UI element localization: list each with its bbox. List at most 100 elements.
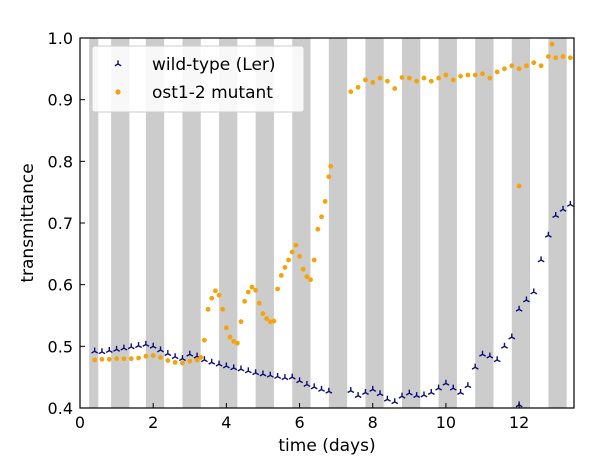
point-wildtype-13 — [186, 350, 194, 357]
point-ost1-19 — [212, 288, 218, 294]
point-wildtype-43 — [420, 391, 428, 398]
x-tick-label-3: 6 — [294, 413, 304, 432]
point-wildtype-33 — [347, 387, 355, 394]
point-ost1-55 — [370, 80, 376, 85]
point-ost1-58 — [392, 86, 398, 91]
dark-period-9 — [402, 38, 421, 408]
point-ost1-12 — [180, 360, 185, 366]
point-wildtype-8 — [149, 342, 157, 349]
point-wildtype-57 — [522, 296, 530, 303]
legend: wild-type (Ler) ost1-2 mutant — [91, 45, 305, 113]
x-tick-label-5: 10 — [436, 413, 456, 432]
point-ost1-1 — [99, 356, 105, 362]
point-ost1-75 — [516, 66, 522, 72]
dark-period-3 — [182, 38, 201, 408]
point-ost1-82 — [567, 55, 573, 61]
axis-ticks: 0 2 4 6 8 10 12 0.4 0.5 0.6 0.7 0.8 0.9 1.0 — [48, 29, 530, 432]
legend-dot-marker — [115, 89, 121, 95]
point-ost1-50 — [326, 174, 332, 180]
y-tick-label-1: 0.5 — [48, 337, 73, 356]
point-ost1-36 — [275, 286, 280, 292]
point-ost1-20 — [216, 292, 222, 298]
point-ost1-30 — [253, 287, 259, 293]
point-wildtype-22 — [252, 369, 260, 376]
point-ost1-18 — [209, 295, 215, 301]
point-ost1-65 — [443, 72, 449, 78]
point-ost1-42 — [297, 253, 302, 259]
point-ost1-21 — [220, 306, 226, 312]
point-wildtype-10 — [164, 350, 172, 357]
point-ost1-14 — [194, 357, 200, 363]
dark-period-0 — [89, 38, 99, 408]
point-wildtype-41 — [405, 389, 413, 396]
point-ost1-26 — [238, 319, 244, 325]
point-ost1-81 — [560, 54, 566, 59]
point-ost1-3 — [114, 356, 119, 362]
point-wildtype-24 — [266, 371, 274, 378]
point-wildtype-4 — [120, 344, 128, 351]
x-tick-label-0: 0 — [75, 413, 85, 432]
dark-period-11 — [475, 38, 494, 408]
point-wildtype-9 — [157, 346, 164, 353]
point-wildtype-2 — [105, 347, 113, 354]
point-wildtype-11 — [171, 353, 179, 360]
point-ost1-74 — [509, 63, 515, 69]
point-wildtype-28 — [296, 377, 304, 384]
point-wildtype-39 — [391, 398, 399, 405]
point-wildtype-45 — [435, 384, 443, 391]
point-ost1-49 — [322, 199, 328, 204]
point-ost1-52 — [348, 89, 354, 95]
point-wildtype-17 — [215, 360, 223, 367]
x-tick-label-6: 12 — [509, 413, 529, 432]
point-wildtype-48 — [457, 388, 465, 395]
point-ost1-84 — [549, 41, 555, 47]
point-wildtype-36 — [369, 385, 377, 392]
point-ost1-43 — [300, 266, 306, 272]
point-ost1-68 — [465, 72, 471, 78]
point-wildtype-59 — [537, 256, 545, 263]
point-wildtype-62 — [559, 205, 567, 212]
point-ost1-4 — [121, 356, 127, 362]
y-tick-label-0: 0.4 — [48, 399, 73, 418]
dark-period-7 — [328, 38, 348, 408]
point-ost1-8 — [150, 353, 156, 358]
point-wildtype-37 — [376, 390, 384, 397]
point-ost1-44 — [304, 274, 310, 280]
point-ost1-17 — [205, 306, 211, 312]
point-wildtype-52 — [486, 352, 494, 359]
point-wildtype-6 — [135, 342, 143, 349]
point-ost1-54 — [363, 77, 368, 83]
point-ost1-78 — [538, 63, 544, 69]
point-ost1-53 — [355, 84, 361, 90]
point-wildtype-42 — [413, 392, 421, 399]
point-ost1-29 — [249, 284, 255, 290]
point-ost1-66 — [450, 77, 456, 83]
point-wildtype-26 — [281, 374, 289, 381]
point-ost1-63 — [428, 78, 434, 84]
point-wildtype-1 — [98, 348, 106, 355]
point-ost1-69 — [472, 72, 478, 78]
point-ost1-47 — [315, 226, 321, 232]
legend-marker-wild-type — [114, 60, 122, 67]
point-ost1-25 — [234, 340, 240, 346]
dark-period-shading — [89, 38, 567, 408]
point-ost1-80 — [553, 55, 559, 61]
point-ost1-13 — [187, 358, 193, 364]
point-wildtype-63 — [566, 200, 574, 207]
point-ost1-57 — [384, 78, 390, 84]
point-wildtype-53 — [493, 356, 501, 363]
point-ost1-83 — [516, 183, 522, 189]
point-wildtype-32 — [325, 387, 333, 394]
x-axis-label: time (days) — [278, 436, 375, 456]
y-tick-label-5: 0.9 — [48, 91, 73, 110]
y-tick-label-3: 0.7 — [48, 214, 73, 233]
x-tick-label-2: 4 — [221, 413, 231, 432]
point-ost1-64 — [436, 75, 442, 81]
dark-period-12 — [511, 38, 531, 408]
point-ost1-39 — [286, 257, 291, 263]
legend-label-wild-type: wild-type (Ler) — [152, 55, 276, 75]
point-ost1-59 — [399, 75, 405, 80]
point-ost1-51 — [328, 163, 334, 169]
dark-period-2 — [145, 38, 165, 408]
data-series — [91, 41, 574, 408]
